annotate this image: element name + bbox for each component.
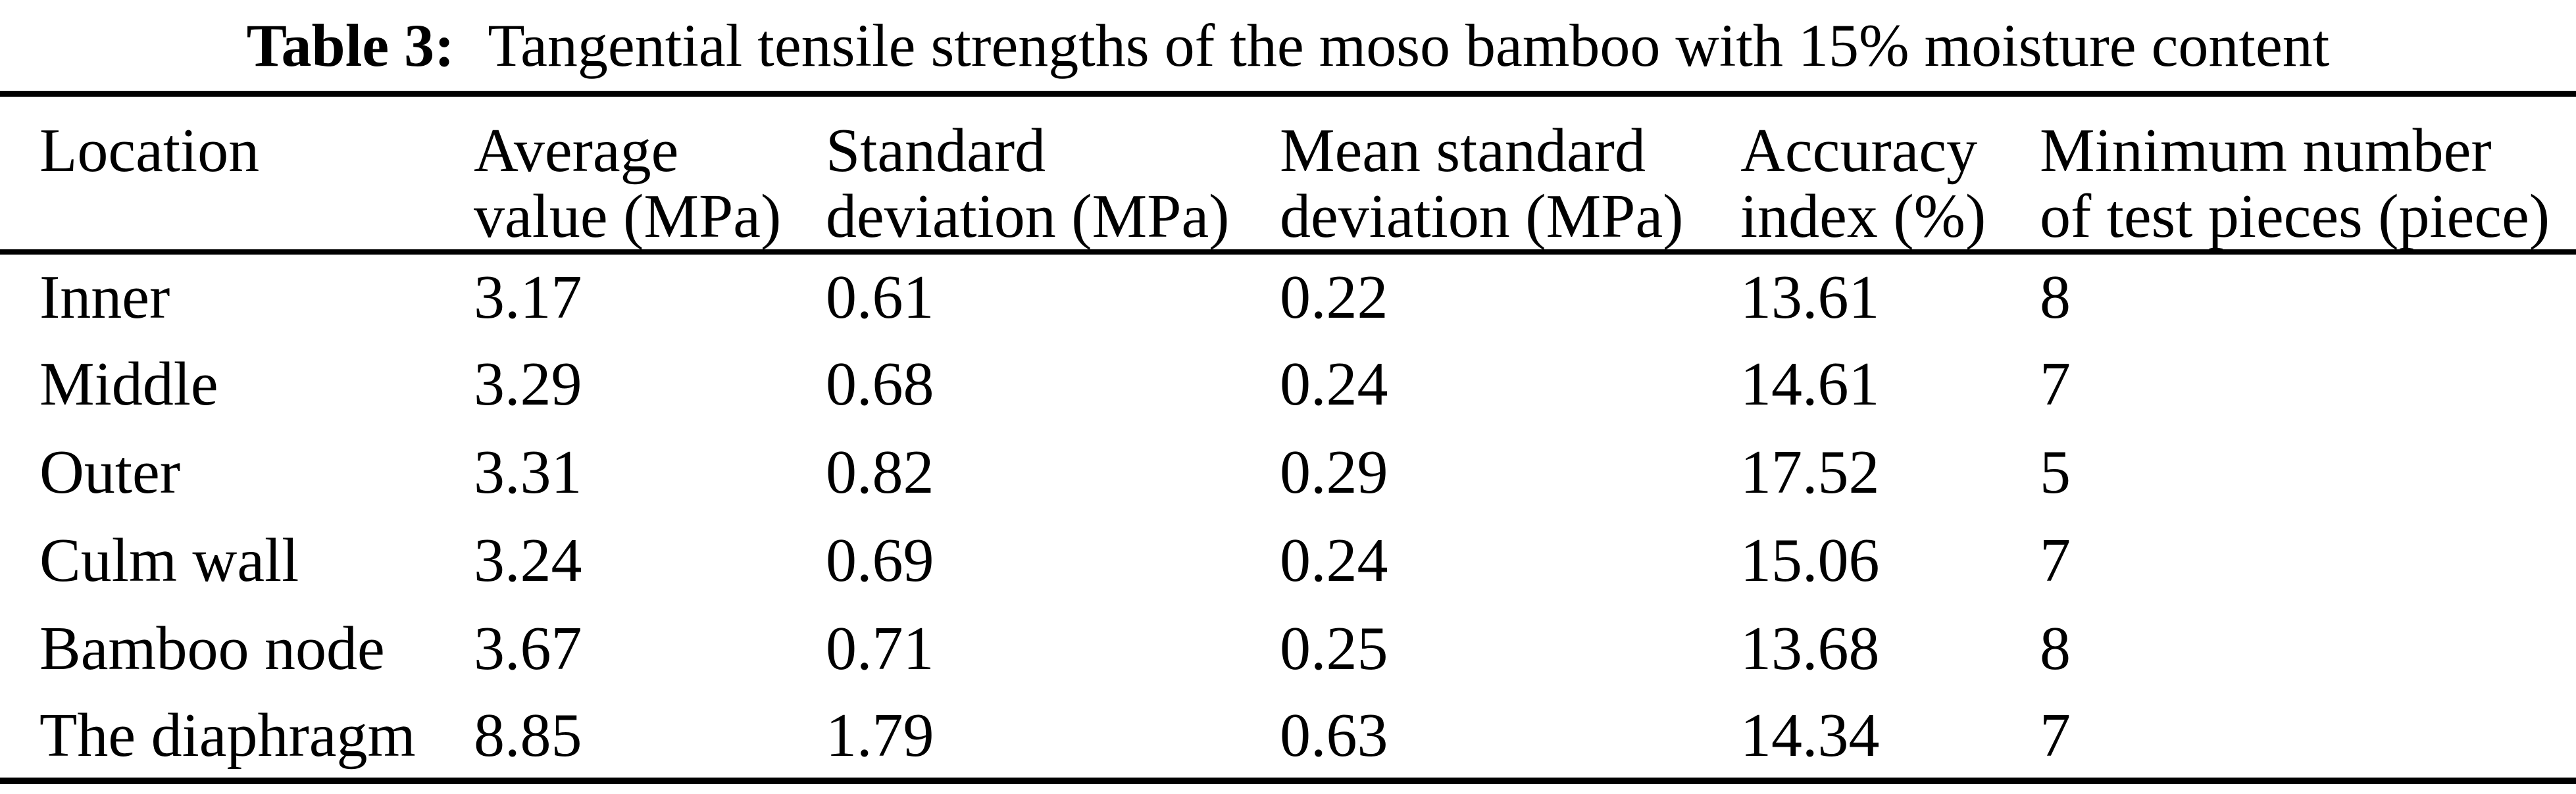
cell-mean-standard-deviation: 0.24 [1280, 526, 1388, 595]
col-header-standard-deviation: Standard deviation (MPa) [826, 93, 1280, 255]
table-row-bamboo-node: Bamboo node 3.67 0.71 0.25 13.68 8 [0, 605, 2576, 693]
cell-standard-deviation: 0.68 [826, 350, 934, 418]
cell-min-test-pieces: 8 [2040, 614, 2071, 683]
cell-standard-deviation: 0.82 [826, 438, 934, 507]
table-caption-text: Tangential tensile strengths of the moso… [488, 11, 2330, 79]
cell-min-test-pieces: 7 [2040, 701, 2071, 770]
col-header-accuracy-index: Accuracy index (%) [1740, 93, 2040, 255]
cell-accuracy-index: 17.52 [1740, 438, 1880, 507]
cell-accuracy-index: 15.06 [1740, 526, 1880, 595]
table-row-outer: Outer 3.31 0.82 0.29 17.52 5 [0, 428, 2576, 516]
cell-standard-deviation: 1.79 [826, 701, 934, 770]
cell-accuracy-index: 13.61 [1740, 263, 1880, 332]
table-body: Inner 3.17 0.61 0.22 13.61 8 Middle 3.29… [0, 252, 2576, 781]
col-header-line: Average [474, 116, 679, 185]
cell-location: Outer [39, 438, 181, 507]
cell-mean-standard-deviation: 0.29 [1280, 438, 1388, 507]
cell-average-value: 3.31 [474, 438, 582, 507]
col-header-line: deviation (MPa) [1280, 182, 1684, 251]
col-header-average-value: Average value (MPa) [474, 93, 826, 255]
col-header-line: of test pieces (piece) [2040, 182, 2550, 251]
table-caption-label: Table 3: [246, 11, 455, 79]
header-row: Location Average value (MPa) Standard de… [0, 93, 2576, 255]
col-header-line: Accuracy [1740, 116, 1978, 185]
cell-location: Middle [39, 350, 218, 418]
col-header-line: deviation (MPa) [826, 182, 1230, 251]
cell-accuracy-index: 14.34 [1740, 701, 1880, 770]
col-header-minimum-test-pieces: Minimum number of test pieces (piece) [2040, 93, 2576, 255]
cell-standard-deviation: 0.71 [826, 614, 934, 683]
table-row-middle: Middle 3.29 0.68 0.24 14.61 7 [0, 340, 2576, 428]
table-row-culm-wall: Culm wall 3.24 0.69 0.24 15.06 7 [0, 516, 2576, 605]
cell-mean-standard-deviation: 0.24 [1280, 350, 1388, 418]
cell-accuracy-index: 13.68 [1740, 614, 1880, 683]
cell-average-value: 3.29 [474, 350, 582, 418]
cell-min-test-pieces: 7 [2040, 526, 2071, 595]
cell-accuracy-index: 14.61 [1740, 350, 1880, 418]
table-header: Location Average value (MPa) Standard de… [0, 93, 2576, 255]
col-header-line: Standard [826, 116, 1046, 185]
col-header-line: index (%) [1740, 182, 1986, 251]
cell-mean-standard-deviation: 0.63 [1280, 701, 1388, 770]
table-caption: Table 3: Tangential tensile strengths of… [0, 0, 2576, 91]
col-header-line: Location [39, 116, 260, 185]
cell-min-test-pieces: 7 [2040, 350, 2071, 418]
cell-location: Inner [39, 263, 170, 332]
cell-standard-deviation: 0.61 [826, 263, 934, 332]
cell-average-value: 3.17 [474, 263, 582, 332]
cell-min-test-pieces: 8 [2040, 263, 2071, 332]
col-header-line: value (MPa) [474, 182, 782, 251]
col-header-location: Location [0, 93, 474, 255]
data-table: Location Average value (MPa) Standard de… [0, 91, 2576, 784]
cell-mean-standard-deviation: 0.25 [1280, 614, 1388, 683]
cell-mean-standard-deviation: 0.22 [1280, 263, 1388, 332]
table-row-inner: Inner 3.17 0.61 0.22 13.61 8 [0, 252, 2576, 340]
col-header-line: Minimum number [2040, 116, 2492, 185]
cell-min-test-pieces: 5 [2040, 438, 2071, 507]
col-header-mean-standard-deviation: Mean standard deviation (MPa) [1280, 93, 1740, 255]
cell-location: Bamboo node [39, 614, 385, 683]
cell-standard-deviation: 0.69 [826, 526, 934, 595]
cell-location: Culm wall [39, 526, 299, 595]
table-row-diaphragm: The diaphragm 8.85 1.79 0.63 14.34 7 [0, 693, 2576, 781]
cell-average-value: 8.85 [474, 701, 582, 770]
col-header-line: Mean standard [1280, 116, 1646, 185]
cell-average-value: 3.67 [474, 614, 582, 683]
cell-location: The diaphragm [39, 701, 416, 770]
cell-average-value: 3.24 [474, 526, 582, 595]
